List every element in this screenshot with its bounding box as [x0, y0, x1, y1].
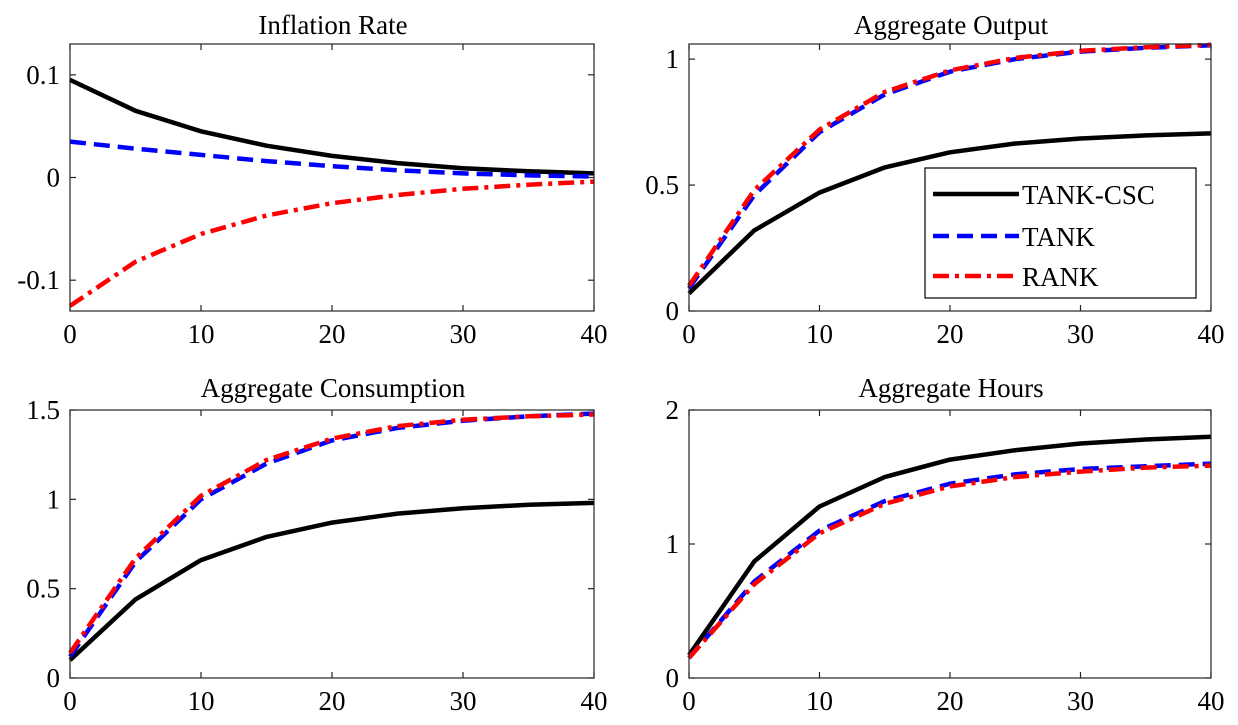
series-line-rank	[68, 179, 595, 308]
y-tick-label: 0.5	[645, 170, 679, 200]
series-line-rank	[68, 412, 595, 655]
y-tick-label: 1	[666, 529, 680, 559]
y-tick-label: 1.5	[26, 395, 60, 425]
x-tick-label: 10	[188, 319, 215, 349]
panel-title-aggregate-hours: Aggregate Hours	[858, 373, 1043, 403]
ticks: 0 10 20 30 40 0 0.5 1	[645, 44, 1225, 349]
y-tick-label: 0.5	[26, 574, 60, 604]
x-tick-label: 20	[319, 686, 346, 716]
y-tick-label: 0	[47, 663, 61, 693]
y-tick-label: 0	[666, 296, 680, 326]
x-tick-label: 0	[63, 319, 77, 349]
series-line-tank	[68, 411, 595, 658]
series-group	[68, 411, 595, 662]
x-tick-label: 0	[682, 686, 696, 716]
y-tick-label: 1	[666, 44, 680, 74]
x-tick-label: 20	[937, 686, 964, 716]
legend-label-rank: RANK	[1022, 262, 1099, 292]
y-tick-label: 0.1	[26, 60, 60, 90]
plot-area	[689, 410, 1211, 678]
series-line-tank	[687, 43, 1212, 290]
series-group	[68, 77, 595, 308]
x-tick-label: 40	[581, 686, 608, 716]
x-tick-label: 0	[682, 319, 696, 349]
x-tick-label: 30	[450, 686, 477, 716]
panel-aggregate-hours: Aggregate Hours 0 10 20 30 40 0 1 2	[666, 373, 1225, 716]
ticks: 0 10 20 30 40-0.100.1	[17, 44, 608, 349]
x-tick-label: 30	[1067, 686, 1094, 716]
series-line-tank-csc	[687, 434, 1212, 657]
legend-label-tank: TANK	[1022, 222, 1095, 252]
ticks: 0 10 20 30 40 0 1 2	[666, 395, 1225, 716]
panel-title-aggregate-output: Aggregate Output	[854, 10, 1049, 40]
x-tick-label: 0	[63, 686, 77, 716]
series-group	[687, 434, 1212, 660]
panel-inflation-rate: Inflation Rate 0 10 20 30 40-0.100.1	[17, 10, 607, 349]
series-line-tank-csc	[68, 500, 595, 662]
y-tick-label: -0.1	[17, 265, 60, 295]
y-tick-label: 0	[666, 663, 680, 693]
series-line-tank	[687, 461, 1212, 660]
x-tick-label: 10	[806, 686, 833, 716]
x-tick-label: 10	[188, 686, 215, 716]
panel-title-inflation-rate: Inflation Rate	[258, 10, 407, 40]
x-tick-label: 40	[581, 319, 608, 349]
panel-title-aggregate-consumption: Aggregate Consumption	[201, 373, 466, 403]
series-group	[687, 42, 1212, 296]
series-line-rank	[687, 42, 1212, 288]
y-tick-label: 0	[47, 163, 61, 193]
plot-area	[70, 410, 594, 678]
x-tick-label: 20	[937, 319, 964, 349]
y-tick-label: 2	[666, 395, 680, 425]
series-line-rank	[687, 463, 1212, 660]
x-tick-label: 30	[450, 319, 477, 349]
chart-legend: TANK-CSC TANK RANK	[924, 167, 1197, 299]
x-tick-label: 20	[319, 319, 346, 349]
panel-aggregate-consumption: Aggregate Consumption 0 10 20 30 40 0 0.5 1 1.5	[26, 373, 607, 716]
x-tick-label: 40	[1198, 319, 1225, 349]
legend-label-tank-csc: TANK-CSC	[1022, 180, 1155, 210]
y-tick-label: 1	[47, 484, 61, 514]
series-line-tank-csc	[69, 77, 595, 176]
ticks: 0 10 20 30 40 0 0.5 1 1.5	[26, 395, 607, 716]
x-tick-label: 30	[1067, 319, 1094, 349]
x-tick-label: 10	[806, 319, 833, 349]
series-line-tank	[69, 139, 595, 179]
x-tick-label: 40	[1198, 686, 1225, 716]
series-line-tank-csc	[687, 131, 1212, 296]
plot-area	[70, 44, 594, 311]
